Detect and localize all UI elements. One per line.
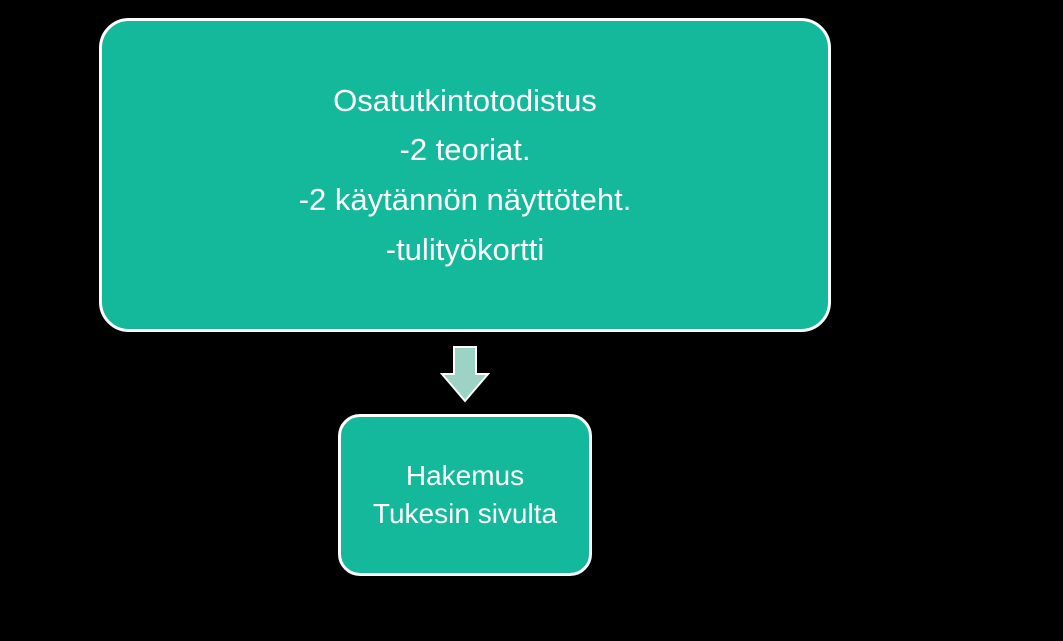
node-top-line-3: -2 käytännön näyttöteht.	[299, 175, 632, 225]
flowchart-node-bottom: Hakemus Tukesin sivulta	[338, 414, 592, 576]
node-top-line-4: -tulityökortti	[386, 225, 544, 275]
node-bottom-line-2: Tukesin sivulta	[373, 495, 557, 533]
node-top-line-1: Osatutkintotodistus	[333, 76, 597, 126]
node-top-line-2: -2 teoriat.	[400, 125, 531, 175]
arrow-down-icon	[440, 344, 490, 404]
node-bottom-line-1: Hakemus	[406, 457, 524, 495]
flowchart-node-top: Osatutkintotodistus -2 teoriat. -2 käytä…	[99, 18, 831, 332]
